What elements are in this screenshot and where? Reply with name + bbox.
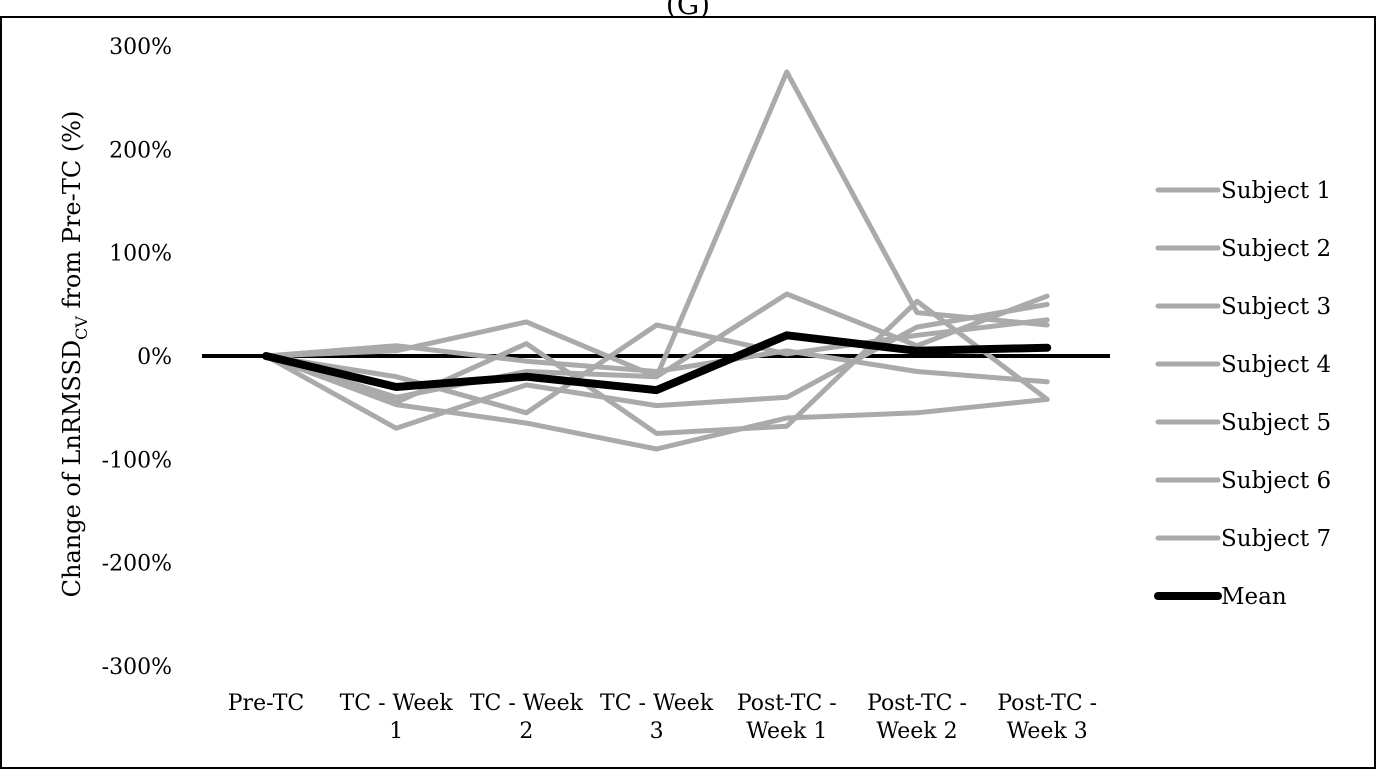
x-tick-label-line: TC - Week [470,691,584,716]
x-tick-label-line: TC - Week [600,691,714,716]
series-line-subject-6 [263,317,1050,416]
x-tick-label-line: 3 [650,719,664,744]
legend-label: Subject 3 [1221,294,1331,320]
y-axis-label-subscript: CV [72,316,91,340]
y-tick-label: -200% [102,552,172,577]
x-tick-label: Pre-TC [228,691,305,716]
legend-label: Subject 7 [1221,526,1331,552]
x-tick-label-line: 2 [519,719,533,744]
legend-label: Subject 5 [1221,410,1331,436]
x-tick-label-line: Pre-TC [228,691,305,716]
legend-label: Subject 4 [1221,352,1331,378]
x-tick-label-line: Week 1 [746,719,827,744]
legend-label: Subject 1 [1221,178,1331,204]
y-tick-label: 200% [109,138,172,163]
y-axis-label-tail: from Pre-TC (%) [58,111,86,316]
x-tick-label: TC - Week 1 [340,691,454,744]
x-tick-label-line: 1 [389,719,403,744]
x-tick-label: Post-TC - Week 1 [737,691,837,744]
y-tick-label: -100% [102,448,172,473]
chart-border [0,16,1376,769]
y-axis-label: Change of LnRMSSDCV from Pre-TC (%) [58,111,91,598]
y-tick-label: 0% [137,345,172,370]
series-line-mean [262,331,1052,395]
chart-title: (G) [666,0,710,21]
y-tick-label: 300% [109,35,172,60]
x-tick-label-line: TC - Week [340,691,454,716]
x-tick-label: TC - Week 3 [600,691,714,744]
legend-label: Mean [1221,584,1287,610]
y-axis-label-main: Change of LnRMSSD [58,340,86,597]
series-line-subject-3 [263,353,1050,452]
x-tick-label-line: Post-TC - [997,691,1097,716]
legend-label: Subject 6 [1221,468,1331,494]
x-tick-label: Post-TC - Week 2 [867,691,967,744]
y-tick-label: 100% [109,242,172,267]
x-tick-label: Post-TC - Week 3 [997,691,1097,744]
x-tick-label-line: Week 2 [876,719,957,744]
series-line-subject-4 [263,301,1050,431]
x-tick-label-line: Post-TC - [737,691,837,716]
y-tick-label: -300% [102,655,172,680]
series-line-subject-7 [263,291,1050,400]
x-tick-label-line: Week 3 [1007,719,1088,744]
x-tick-label: TC - Week 2 [470,691,584,744]
x-tick-label-line: Post-TC - [867,691,967,716]
legend-label: Subject 2 [1221,236,1331,262]
